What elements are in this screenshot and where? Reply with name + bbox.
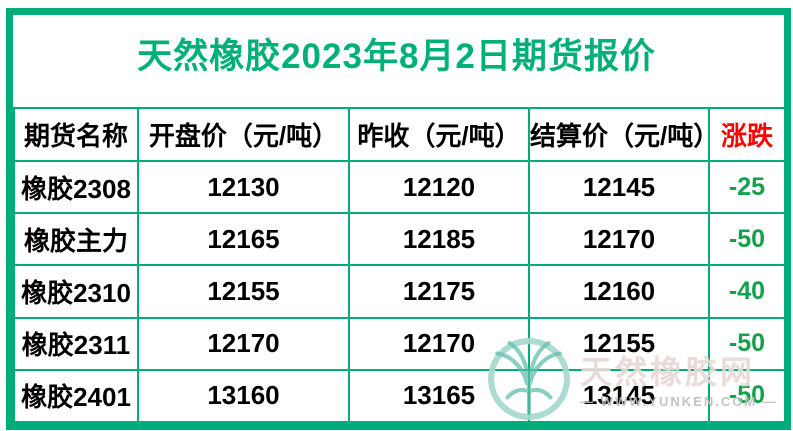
table-row: 橡胶2310 12155 12175 12160 -40	[13, 264, 786, 319]
futures-quotes-table: 期货名称 开盘价（元/吨） 昨收（元/吨） 结算价（元/吨） 涨跌 橡胶2308…	[13, 107, 786, 424]
cell-settlement: 12160	[528, 264, 710, 319]
cell-contract-name: 橡胶主力	[13, 212, 139, 267]
cell-change: -50	[708, 368, 786, 424]
cell-open-price: 12130	[137, 159, 350, 215]
table-row: 橡胶2308 12130 12120 12145 -25	[13, 159, 786, 215]
header-row: 期货名称 开盘价（元/吨） 昨收（元/吨） 结算价（元/吨） 涨跌	[13, 107, 786, 162]
cell-change: -50	[708, 316, 786, 371]
cell-open-price: 12155	[137, 264, 350, 319]
cell-prev-close: 12170	[348, 316, 530, 371]
cell-settlement: 12155	[528, 316, 710, 371]
cell-contract-name: 橡胶2401	[13, 368, 139, 424]
cell-open-price: 13160	[137, 368, 350, 424]
table-row: 橡胶2401 13160 13165 13145 -50	[13, 368, 786, 424]
cell-change: -50	[708, 212, 786, 267]
table-row: 橡胶2311 12170 12170 12155 -50	[13, 316, 786, 371]
col-header-open: 开盘价（元/吨）	[137, 107, 350, 162]
cell-contract-name: 橡胶2311	[13, 316, 139, 371]
cell-open-price: 12170	[137, 316, 350, 371]
cell-prev-close: 12175	[348, 264, 530, 319]
col-header-change: 涨跌	[708, 107, 786, 162]
cell-change: -40	[708, 264, 786, 319]
cell-settlement: 13145	[528, 368, 710, 424]
cell-settlement: 12170	[528, 212, 710, 267]
table-row: 橡胶主力 12165 12185 12170 -50	[13, 212, 786, 267]
cell-settlement: 12145	[528, 159, 710, 215]
cell-change: -25	[708, 159, 786, 215]
cell-contract-name: 橡胶2308	[13, 159, 139, 215]
col-header-prev-close: 昨收（元/吨）	[348, 107, 530, 162]
cell-prev-close: 13165	[348, 368, 530, 424]
cell-prev-close: 12120	[348, 159, 530, 215]
cell-open-price: 12165	[137, 212, 350, 267]
page-title: 天然橡胶2023年8月2日期货报价	[137, 37, 656, 76]
cell-contract-name: 橡胶2310	[13, 264, 139, 319]
col-header-contract: 期货名称	[13, 107, 139, 162]
col-header-settlement: 结算价（元/吨）	[528, 107, 710, 162]
cell-prev-close: 12185	[348, 212, 530, 267]
